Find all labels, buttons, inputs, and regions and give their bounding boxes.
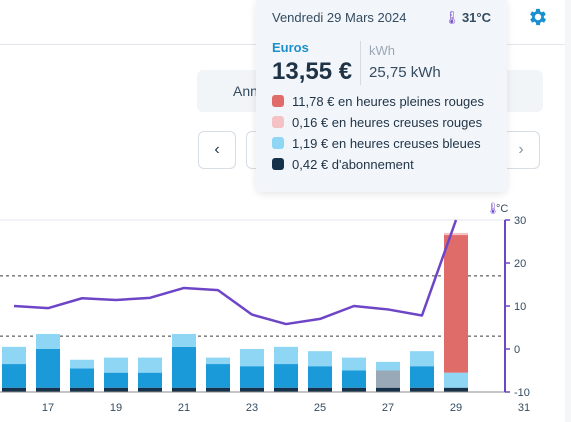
bar-segment-hp_bleu-day-26	[342, 370, 366, 388]
bar-segment-hc_bleu-day-20	[138, 357, 162, 373]
tooltip-breakdown: 11,78 € en heures pleines rouges 0,16 € …	[272, 94, 484, 178]
x-tick-label: 27	[382, 402, 394, 414]
bar-segment-abonnement-day-21	[172, 387, 196, 392]
breakdown-text: 0,16 € en heures creuses rouges	[292, 115, 483, 130]
bar-segment-hc_bleu-day-25	[308, 351, 332, 367]
thermometer-icon: 🌡	[443, 10, 460, 25]
bar-segment-abonnement-day-28	[410, 387, 434, 392]
bar-segment-hc_bleu-day-21	[172, 333, 196, 347]
bar-segment-abonnement-day-24	[274, 387, 298, 392]
breakdown-text: 11,78 € en heures pleines rouges	[292, 94, 485, 109]
tooltip-kwh-label: kWh	[369, 43, 395, 58]
x-tick-label: 29	[450, 402, 462, 414]
bar-segment-abonnement-day-22	[206, 387, 230, 392]
scrollbar[interactable]	[565, 0, 571, 422]
breakdown-text: 1,19 € en heures creuses bleues	[292, 136, 481, 151]
bar-segment-hc_bleu-day-18	[70, 359, 94, 369]
bar-segment-abonnement-day-19	[104, 387, 128, 392]
x-tick-label: 17	[42, 402, 54, 414]
swatch-heures-creuses-rouges	[272, 116, 284, 128]
bar-segment-hc_bleu-day-24	[274, 346, 298, 365]
bar-segment-hp_bleu-day-22	[206, 364, 230, 388]
breakdown-text: 0,42 € d'abonnement	[292, 157, 414, 172]
bar-segment-hp_bleu-day-16	[2, 364, 26, 388]
tab-annee[interactable]: Ann	[233, 83, 258, 99]
gear-icon[interactable]	[527, 6, 549, 28]
bar-segment-hc_bleu-day-29	[444, 372, 468, 388]
bar-segment-hc_bleu-day-19	[104, 357, 128, 373]
bar-segment-hc_bleu-day-27	[376, 361, 400, 371]
bar-segment-hc_bleu-day-23	[240, 349, 264, 367]
temperature-tick-label: 0	[514, 344, 520, 356]
previous-period-button[interactable]: ‹	[198, 131, 236, 169]
bar-segment-abonnement-day-23	[240, 387, 264, 392]
temperature-tick-label: -10	[514, 387, 530, 399]
consumption-chart: 30 20 10 0 -10 🌡°C 17 19 21 23 25 27 29 31	[0, 202, 530, 414]
temperature-tick-label: 20	[514, 258, 526, 270]
tooltip-euros-label: Euros	[272, 40, 309, 55]
temperature-unit-label: °C	[496, 203, 508, 215]
bar-segment-hp_rouge-day-29	[444, 235, 468, 373]
tooltip-temperature-value: 31°C	[461, 10, 491, 25]
breakdown-row: 0,16 € en heures creuses rouges	[272, 115, 484, 136]
swatch-heures-creuses-bleues	[272, 137, 284, 149]
next-period-button[interactable]: ›	[502, 131, 540, 169]
bar-segment-hc_bleu-day-22	[206, 357, 230, 365]
bar-segment-abonnement-day-29	[444, 387, 468, 392]
breakdown-row: 1,19 € en heures creuses bleues	[272, 136, 484, 157]
swatch-heures-pleines-rouges	[272, 95, 284, 107]
tooltip-temperature: 🌡 31°C	[443, 10, 491, 26]
bar-segment-hp_bleu-day-23	[240, 366, 264, 388]
bar-segment-hp_bleu-day-28	[410, 366, 434, 388]
bar-segment-abonnement-day-18	[70, 387, 94, 392]
bar-segment-abonnement-day-17	[36, 387, 60, 392]
bar-segment-hc_blanc_grey-day-27	[376, 370, 400, 388]
x-tick-label: 25	[314, 402, 326, 414]
bar-segment-hp_bleu-day-19	[104, 372, 128, 388]
tooltip-euros-value: 13,55 €	[272, 58, 353, 85]
bar-segment-hp_bleu-day-24	[274, 364, 298, 388]
temperature-line	[13, 219, 458, 326]
thermometer-icon: 🌡	[486, 202, 500, 215]
breakdown-row: 11,78 € en heures pleines rouges	[272, 94, 484, 115]
swatch-abonnement	[272, 158, 284, 170]
bar-segment-hp_bleu-day-20	[138, 372, 162, 388]
bar-segment-hc_rouge-day-29	[444, 232, 468, 236]
bar-segment-hc_bleu-day-28	[410, 351, 434, 367]
temperature-tick-label: 10	[514, 301, 526, 313]
tooltip-kwh-value: 25,75 kWh	[369, 64, 441, 81]
bar-segment-hp_bleu-day-17	[36, 349, 60, 388]
x-tick-label: 23	[246, 402, 258, 414]
bar-segment-hc_bleu-day-17	[36, 333, 60, 349]
bar-segment-abonnement-day-26	[342, 387, 366, 392]
tooltip-divider	[360, 41, 361, 85]
bar-segment-abonnement-day-16	[2, 387, 26, 392]
bar-segment-hc_bleu-day-16	[2, 346, 26, 365]
x-tick-label: 31	[518, 402, 530, 414]
bar-segment-abonnement-day-27	[376, 387, 400, 392]
x-tick-label: 19	[110, 402, 122, 414]
bar-segment-hp_bleu-day-18	[70, 368, 94, 388]
bar-segment-abonnement-day-20	[138, 387, 162, 392]
day-detail-tooltip: Vendredi 29 Mars 2024 🌡 31°C Euros 13,55 …	[256, 0, 507, 192]
breakdown-row: 0,42 € d'abonnement	[272, 157, 484, 178]
bar-segment-abonnement-day-25	[308, 387, 332, 392]
x-tick-label: 21	[178, 402, 190, 414]
bar-segment-hp_bleu-day-21	[172, 346, 196, 388]
bar-segment-hp_bleu-day-25	[308, 366, 332, 388]
temperature-tick-label: 30	[514, 215, 526, 227]
tooltip-date: Vendredi 29 Mars 2024	[272, 10, 407, 25]
bar-segment-hc_bleu-day-26	[342, 357, 366, 371]
